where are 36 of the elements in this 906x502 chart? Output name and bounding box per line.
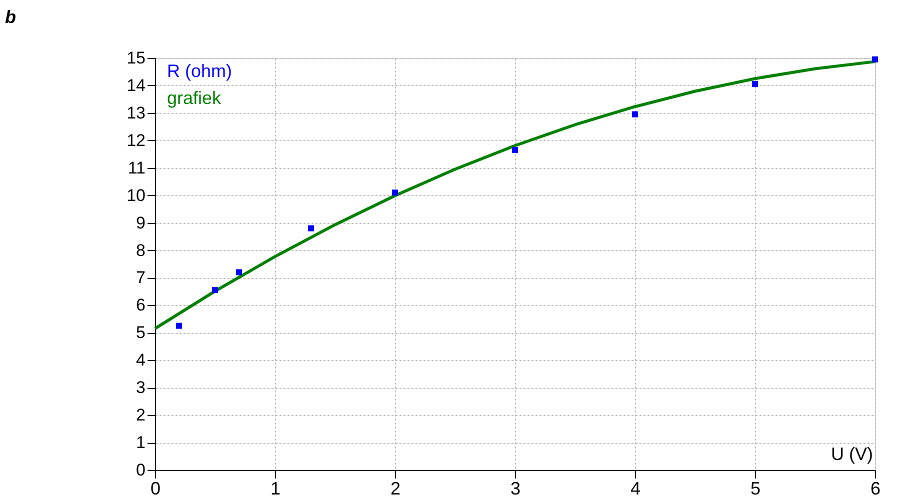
point — [752, 81, 758, 88]
x-tick-label: 6 — [870, 478, 881, 498]
x-tick-label: 2 — [390, 478, 401, 498]
point — [632, 111, 638, 118]
text: grafiek — [167, 88, 222, 108]
x-tick-label: 3 — [510, 478, 521, 498]
x-tick-label: 1 — [270, 478, 281, 498]
y-tick-label: 5 — [136, 323, 146, 342]
text: R (ohm) — [167, 61, 232, 81]
x-tick-label: 4 — [630, 478, 641, 498]
y-tick-label: 2 — [136, 406, 146, 425]
x-axis-title: U (V) — [831, 444, 873, 464]
point — [236, 269, 242, 276]
y-tick-label: 11 — [128, 158, 146, 178]
y-tick-label: 4 — [136, 350, 146, 370]
y-tick-label: 7 — [136, 268, 146, 288]
point — [512, 147, 518, 154]
y-tick-label: 3 — [136, 378, 146, 398]
x-tick-label: 5 — [750, 478, 761, 498]
point — [212, 287, 218, 294]
text: b — [5, 7, 16, 27]
y-tick-label: 0 — [136, 460, 146, 480]
y-tick-label: 15 — [126, 48, 146, 68]
y-tick-label: 14 — [126, 76, 146, 95]
point — [872, 56, 878, 62]
y-tick-label: 9 — [136, 213, 146, 232]
y-tick-label: 12 — [126, 130, 146, 150]
point — [392, 190, 398, 196]
point — [308, 225, 314, 232]
x-tick-label: 0 — [150, 478, 161, 498]
y-tick-label: 6 — [136, 296, 146, 315]
y-tick-label: 1 — [136, 433, 146, 452]
y-tick-label: 8 — [136, 240, 146, 260]
point — [176, 322, 182, 329]
y-tick-label: 13 — [126, 103, 146, 122]
y-tick-label: 10 — [126, 186, 146, 205]
